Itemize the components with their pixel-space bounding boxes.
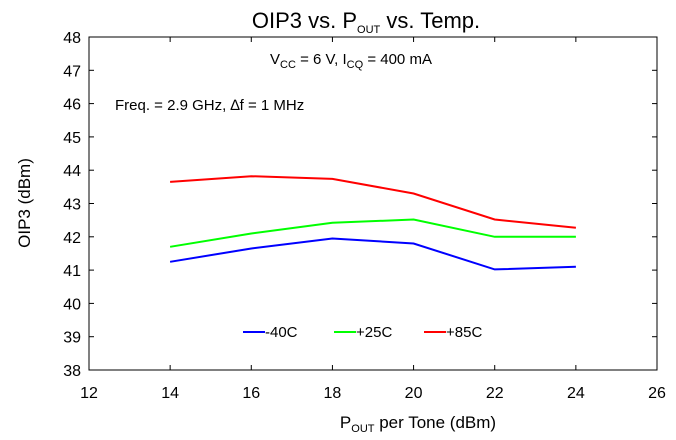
y-tick-label: 48	[63, 30, 81, 47]
y-axis-label: OIP3 (dBm)	[15, 158, 34, 248]
x-tick-label: 18	[324, 385, 342, 402]
y-tick-label: 41	[63, 263, 81, 280]
chart-title: OIP3 vs. POUT vs. Temp.	[252, 8, 480, 36]
x-tick-label: 16	[242, 385, 260, 402]
y-tick-label: 45	[63, 130, 81, 147]
freq-annotation: Freq. = 2.9 GHz, ∆f = 1 MHz	[115, 97, 304, 114]
y-tick-label: 39	[63, 330, 81, 347]
y-tick-label: 46	[63, 97, 81, 114]
x-tick-label: 14	[161, 385, 179, 402]
series-line-25c	[169, 218, 576, 248]
x-tick-label: 22	[486, 385, 504, 402]
bias-annotation-box	[262, 46, 496, 70]
legend-label: +85C	[446, 324, 482, 341]
y-tick-label: 38	[63, 363, 81, 380]
y-tick-label: 47	[63, 63, 81, 80]
legend-box	[226, 320, 516, 344]
series-line-40c	[169, 237, 576, 271]
legend-label: +25C	[356, 324, 392, 341]
series-line-85c	[170, 175, 577, 229]
legend: -40C +25C +85C	[226, 320, 516, 344]
x-tick-label: 20	[405, 385, 423, 402]
x-tick-label: 26	[648, 385, 666, 402]
y-tick-label: 44	[63, 163, 81, 180]
x-tick-label: 24	[567, 385, 585, 402]
x-tick-label: 12	[80, 385, 98, 402]
y-tick-label: 43	[63, 197, 81, 214]
y-tick-label: 42	[63, 230, 81, 247]
legend-label: -40C	[265, 324, 298, 341]
freq-annotation-box	[108, 92, 378, 116]
x-axis-label: POUT per Tone (dBm)	[340, 413, 496, 435]
y-tick-label: 40	[63, 296, 81, 313]
bias-annotation: VCC = 6 V, ICQ = 400 mA	[270, 51, 432, 71]
